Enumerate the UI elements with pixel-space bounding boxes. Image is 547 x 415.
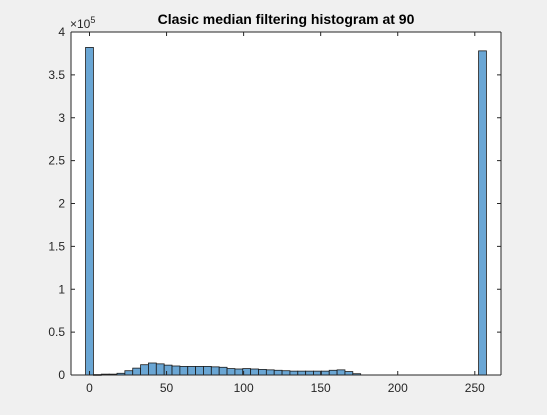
- histogram-bar: [124, 370, 134, 376]
- y-tick-label: 3: [58, 111, 65, 125]
- histogram-bar: [203, 366, 212, 376]
- y-tick-label: 2: [58, 197, 65, 211]
- x-tick-label: 0: [86, 381, 93, 395]
- y-tick-label: 1.5: [48, 239, 65, 253]
- x-tick-label: 250: [465, 381, 485, 395]
- histogram-bar: [85, 47, 94, 376]
- chart-title: Clasic median filtering histogram at 90: [158, 11, 415, 27]
- y-tick-label: 0: [58, 368, 65, 382]
- histogram-bar: [226, 368, 236, 376]
- y-tick-label: 4: [58, 25, 65, 39]
- x-tick-label: 150: [311, 381, 331, 395]
- y-tick-label: 3.5: [48, 68, 65, 82]
- plot-area: [71, 32, 501, 375]
- histogram-bar: [328, 369, 338, 376]
- histogram-bar: [155, 363, 165, 376]
- histogram-bar: [218, 366, 228, 376]
- histogram-bar: [273, 369, 283, 376]
- histogram-bar: [140, 364, 149, 376]
- histogram-bar: [281, 370, 291, 376]
- histogram-bar: [297, 370, 307, 376]
- y-tick-label: 0.5: [48, 325, 65, 339]
- y-exponent-label: ×105: [70, 15, 95, 31]
- y-exponent-base: ×10: [70, 17, 91, 31]
- y-ticks: 0 0.5 1 1.5 2 2.5 3 3.5 4: [48, 25, 501, 382]
- histogram-bar: [320, 370, 330, 376]
- histogram-bar: [195, 366, 204, 376]
- histogram-bar: [289, 370, 299, 376]
- histogram-bar: [163, 364, 173, 376]
- x-tick-label: 100: [234, 381, 254, 395]
- histogram-bar: [305, 370, 314, 376]
- histogram-bar: [148, 362, 157, 376]
- histogram-bar: [344, 371, 354, 376]
- histogram-bar: [179, 366, 189, 376]
- histogram-bar: [234, 368, 244, 376]
- histogram-bar: [132, 367, 141, 376]
- histogram-bar: [187, 366, 197, 376]
- x-ticks: 0 50 100 150 200 250: [86, 32, 485, 395]
- histogram-bar: [336, 369, 346, 376]
- histogram-bar: [250, 368, 259, 376]
- histogram-bar: [265, 369, 275, 376]
- histogram-bar: [210, 366, 220, 376]
- histogram-bar: [258, 369, 267, 376]
- x-tick-label: 50: [160, 381, 174, 395]
- x-tick-label: 200: [388, 381, 408, 395]
- y-tick-label: 1: [58, 282, 65, 296]
- histogram-bar: [478, 50, 487, 376]
- y-tick-label: 2.5: [48, 154, 65, 168]
- histogram-bar: [171, 365, 181, 376]
- y-exponent-power: 5: [90, 15, 95, 25]
